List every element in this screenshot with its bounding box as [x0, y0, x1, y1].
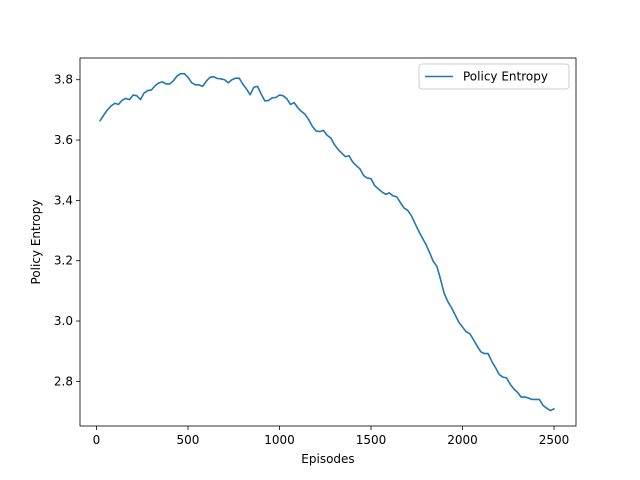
x-tick-label: 0 — [93, 433, 101, 447]
y-tick-label: 3.6 — [54, 133, 73, 147]
x-axis-label: Episodes — [301, 452, 354, 466]
legend: Policy Entropy — [418, 63, 570, 90]
y-tick-label: 3.2 — [54, 254, 73, 268]
x-tick-label: 1000 — [264, 433, 295, 447]
legend-label: Policy Entropy — [463, 70, 548, 84]
x-tick-label: 2000 — [447, 433, 478, 447]
y-tick-label: 3.8 — [54, 73, 73, 87]
legend-box — [418, 63, 570, 90]
x-tick-label: 2500 — [539, 433, 570, 447]
y-tick-label: 3.0 — [54, 314, 73, 328]
axes-frame — [79, 57, 577, 427]
plot-area: 0 500 1000 1500 2000 2500 2.8 3.0 3.2 3.4 3.6 3.8 — [54, 57, 577, 447]
x-tick-label: 1500 — [356, 433, 387, 447]
y-axis-label: Policy Entropy — [29, 200, 43, 285]
y-tick-label: 3.4 — [54, 193, 73, 207]
x-tick-label: 500 — [177, 433, 200, 447]
y-tick-label: 2.8 — [54, 374, 73, 388]
series-line-0 — [99, 72, 555, 412]
